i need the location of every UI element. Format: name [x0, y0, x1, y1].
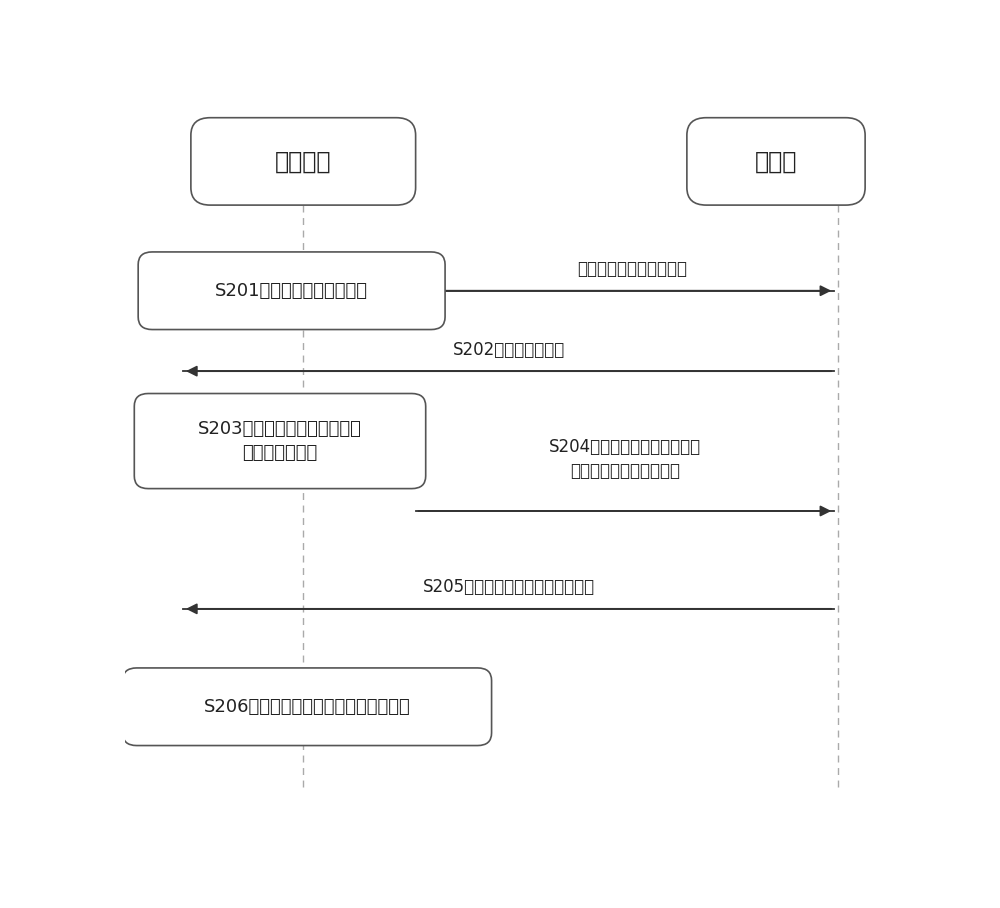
Text: 发送访问控制页面的请求: 发送访问控制页面的请求: [578, 261, 688, 278]
Text: S206、根据接收的信息进行相应的操作: S206、根据接收的信息进行相应的操作: [204, 697, 411, 716]
Text: S203、运行控制页面中嵌入的
长连接通信程序: S203、运行控制页面中嵌入的 长连接通信程序: [198, 420, 362, 462]
Text: S205、实时地向受控终端发送信息: S205、实时地向受控终端发送信息: [423, 578, 595, 597]
FancyBboxPatch shape: [123, 668, 492, 745]
FancyBboxPatch shape: [191, 118, 416, 205]
FancyBboxPatch shape: [134, 393, 426, 489]
FancyBboxPatch shape: [687, 118, 865, 205]
Text: S201、执行预先植入的脚本: S201、执行预先植入的脚本: [215, 281, 368, 300]
Text: S204、根据长连接通信程序与
服务器建立起长连接通信: S204、根据长连接通信程序与 服务器建立起长连接通信: [549, 438, 701, 479]
Text: 受控终端: 受控终端: [275, 150, 332, 173]
FancyBboxPatch shape: [138, 252, 445, 330]
Text: S202、返回控制页面: S202、返回控制页面: [452, 340, 565, 359]
Text: 服务器: 服务器: [755, 150, 797, 173]
